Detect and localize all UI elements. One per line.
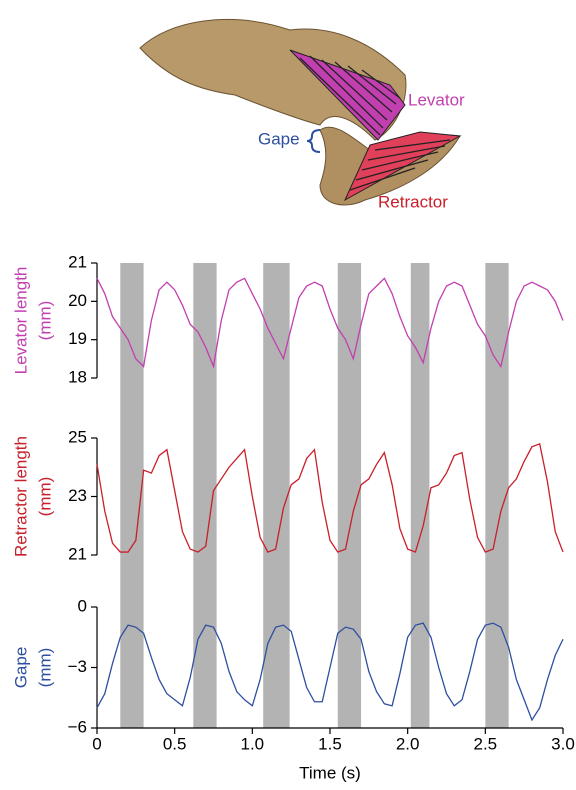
y-tick-label: 0 (78, 596, 87, 615)
y-axis-label: (mm) (35, 648, 54, 688)
y-axis-label: Retractor length (11, 436, 30, 557)
y-tick-label: 23 (68, 486, 87, 505)
y-tick-label: 18 (68, 367, 87, 386)
x-tick-label: 0 (92, 734, 101, 753)
figure: Levator Gape Retractor 18 19 20 21 Levator l… (0, 0, 576, 785)
y-tick-label: 21 (68, 544, 87, 563)
gape-label: Gape (258, 129, 300, 148)
shaded-span (485, 263, 508, 728)
levator-label: Levator (408, 90, 465, 109)
skull-illustration (140, 20, 460, 205)
y-tick-label: 20 (68, 291, 87, 310)
x-tick-label: 1.5 (318, 734, 342, 753)
y-tick-label: 25 (68, 427, 87, 446)
shaded-span (411, 263, 430, 728)
retractor-label: Retractor (378, 192, 448, 211)
y-tick-label: 21 (68, 252, 87, 271)
y-tick-label: −3 (68, 657, 87, 676)
y-axis-label: Levator length (11, 267, 30, 375)
x-tick-label: 0.5 (163, 734, 187, 753)
x-tick-label: 2.5 (474, 734, 498, 753)
x-axis-label: Time (s) (299, 763, 361, 782)
shaded-span (263, 263, 289, 728)
y-tick-label: 19 (68, 329, 87, 348)
y-axis-label: Gape (11, 647, 30, 689)
y-axis-label: (mm) (35, 477, 54, 517)
x-tick-label: 1.0 (241, 734, 265, 753)
x-tick-label: 3.0 (551, 734, 575, 753)
x-tick-label: 2.0 (396, 734, 420, 753)
y-tick-label: −6 (68, 717, 87, 736)
y-axis-label: (mm) (35, 301, 54, 341)
